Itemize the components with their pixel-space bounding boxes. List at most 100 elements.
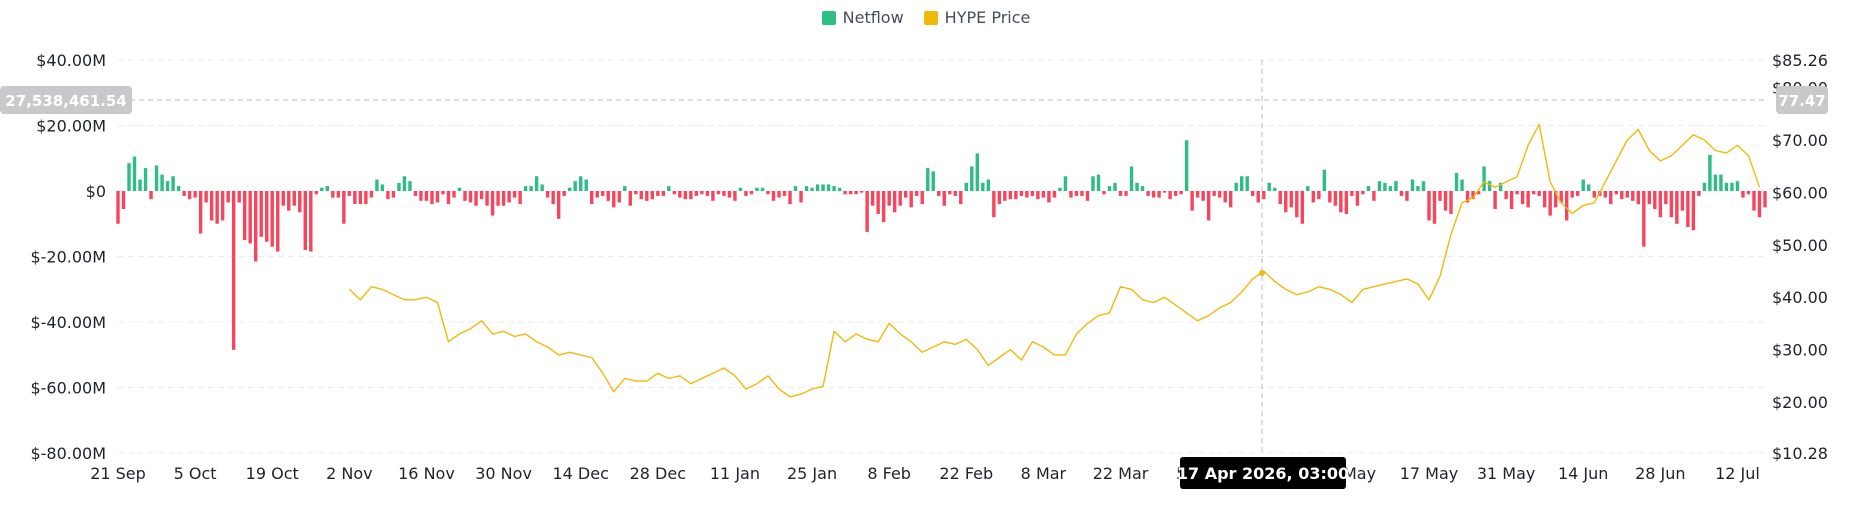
- netflow-bar: [700, 191, 704, 195]
- crosshair-date-label: 17 Apr 2026, 03:00: [1177, 464, 1349, 483]
- netflow-bar: [997, 191, 1002, 205]
- netflow-bar: [1471, 191, 1475, 200]
- netflow-bar: [485, 191, 489, 206]
- netflow-bar: [1146, 191, 1150, 196]
- netflow-bar: [1708, 154, 1712, 191]
- netflow-bar: [1239, 176, 1244, 191]
- netflow-bar: [1504, 191, 1508, 200]
- netflow-bar: [959, 191, 963, 205]
- legend-item-price[interactable]: HYPE Price: [923, 8, 1030, 27]
- netflow-bar: [799, 191, 803, 203]
- netflow-bar: [270, 191, 274, 247]
- netflow-bar: [727, 191, 732, 198]
- netflow-bar: [1322, 169, 1327, 191]
- netflow-bar: [220, 191, 225, 221]
- crosshair-right-value-box: [1776, 86, 1828, 114]
- netflow-bar: [1096, 174, 1101, 191]
- netflow-bar: [771, 191, 776, 201]
- netflow-bar: [1328, 191, 1332, 203]
- netflow-bar: [612, 191, 616, 208]
- netflow-bar: [231, 191, 236, 350]
- netflow-bar: [1058, 187, 1062, 191]
- x-tick-label: 17 May: [1400, 464, 1459, 483]
- netflow-bar: [1052, 191, 1057, 198]
- netflow-bar: [369, 191, 374, 198]
- netflow-bar: [512, 191, 517, 198]
- netflow-bar: [1217, 191, 1222, 198]
- netflow-bar: [1344, 191, 1349, 214]
- netflow-bar: [1355, 191, 1360, 206]
- netflow-bar: [678, 191, 682, 198]
- netflow-bar: [931, 171, 935, 191]
- netflow-bar: [490, 191, 495, 216]
- netflow-bar: [237, 191, 241, 203]
- netflow-bar: [1697, 191, 1701, 196]
- netflow-bar: [1493, 191, 1497, 210]
- netflow-bar: [540, 184, 544, 191]
- netflow-bar: [1405, 191, 1409, 201]
- netflow-bar: [375, 179, 379, 191]
- netflow-bar: [1262, 191, 1266, 200]
- netflow-bar: [1190, 191, 1194, 211]
- netflow-bar: [788, 191, 792, 205]
- netflow-bar: [942, 191, 946, 206]
- netflow-bar: [1537, 191, 1541, 196]
- netflow-bar: [419, 191, 423, 201]
- netflow-bar: [1399, 191, 1404, 196]
- netflow-bar: [804, 186, 809, 191]
- netflow-bar: [165, 181, 170, 191]
- netflow-bar: [204, 191, 208, 203]
- netflow-bar: [870, 191, 875, 206]
- netflow-bar: [242, 191, 247, 241]
- netflow-bar: [1592, 191, 1596, 198]
- netflow-bar: [171, 176, 175, 191]
- x-tick-label: 25 Jan: [787, 464, 837, 483]
- netflow-bar: [1377, 181, 1382, 191]
- legend-item-netflow[interactable]: Netflow: [821, 8, 904, 27]
- netflow-bar: [336, 191, 341, 198]
- netflow-bar: [364, 191, 368, 205]
- netflow-bar: [1179, 191, 1183, 195]
- netflow-bar: [1427, 191, 1431, 221]
- netflow-bar: [892, 191, 897, 213]
- netflow-bar: [716, 191, 721, 195]
- netflow-bar: [545, 191, 550, 198]
- y-tick-label-right: $85.26: [1772, 51, 1828, 70]
- netflow-bar: [634, 191, 638, 195]
- x-tick-label: 19 Oct: [246, 464, 299, 483]
- y-tick-label-right: $70.00: [1772, 131, 1828, 150]
- netflow-bar: [182, 191, 186, 196]
- netflow-bar: [320, 187, 324, 191]
- netflow-bar: [628, 191, 632, 206]
- netflow-bar: [226, 191, 230, 203]
- netflow-bar: [353, 191, 357, 205]
- netflow-bar: [1653, 191, 1657, 210]
- netflow-bar: [479, 191, 484, 200]
- netflow-bar: [760, 187, 765, 191]
- netflow-bar: [551, 191, 555, 205]
- x-tick-label: 14 Dec: [552, 464, 608, 483]
- netflow-bar: [408, 181, 412, 191]
- netflow-bar: [149, 191, 153, 200]
- netflow-bar: [176, 186, 181, 191]
- netflow-bar: [986, 179, 991, 191]
- netflow-bar: [1548, 191, 1552, 216]
- netflow-bar: [1245, 176, 1249, 191]
- netflow-bar: [1763, 191, 1767, 208]
- legend-swatch-netflow: [821, 10, 836, 25]
- netflow-bar: [903, 191, 908, 198]
- netflow-bar: [782, 191, 787, 196]
- netflow-bar: [259, 191, 263, 237]
- netflow-bar: [1559, 191, 1563, 203]
- y-tick-label-left: $0: [86, 182, 106, 201]
- netflow-bar: [964, 182, 968, 191]
- netflow-bar: [639, 191, 644, 200]
- netflow-bar: [265, 191, 269, 242]
- netflow-bar: [314, 191, 319, 195]
- x-tick-label: 22 Feb: [939, 464, 993, 483]
- netflow-bar: [1614, 191, 1618, 195]
- netflow-bar: [1223, 191, 1227, 203]
- netflow-bar: [689, 191, 693, 200]
- netflow-bar: [975, 153, 980, 191]
